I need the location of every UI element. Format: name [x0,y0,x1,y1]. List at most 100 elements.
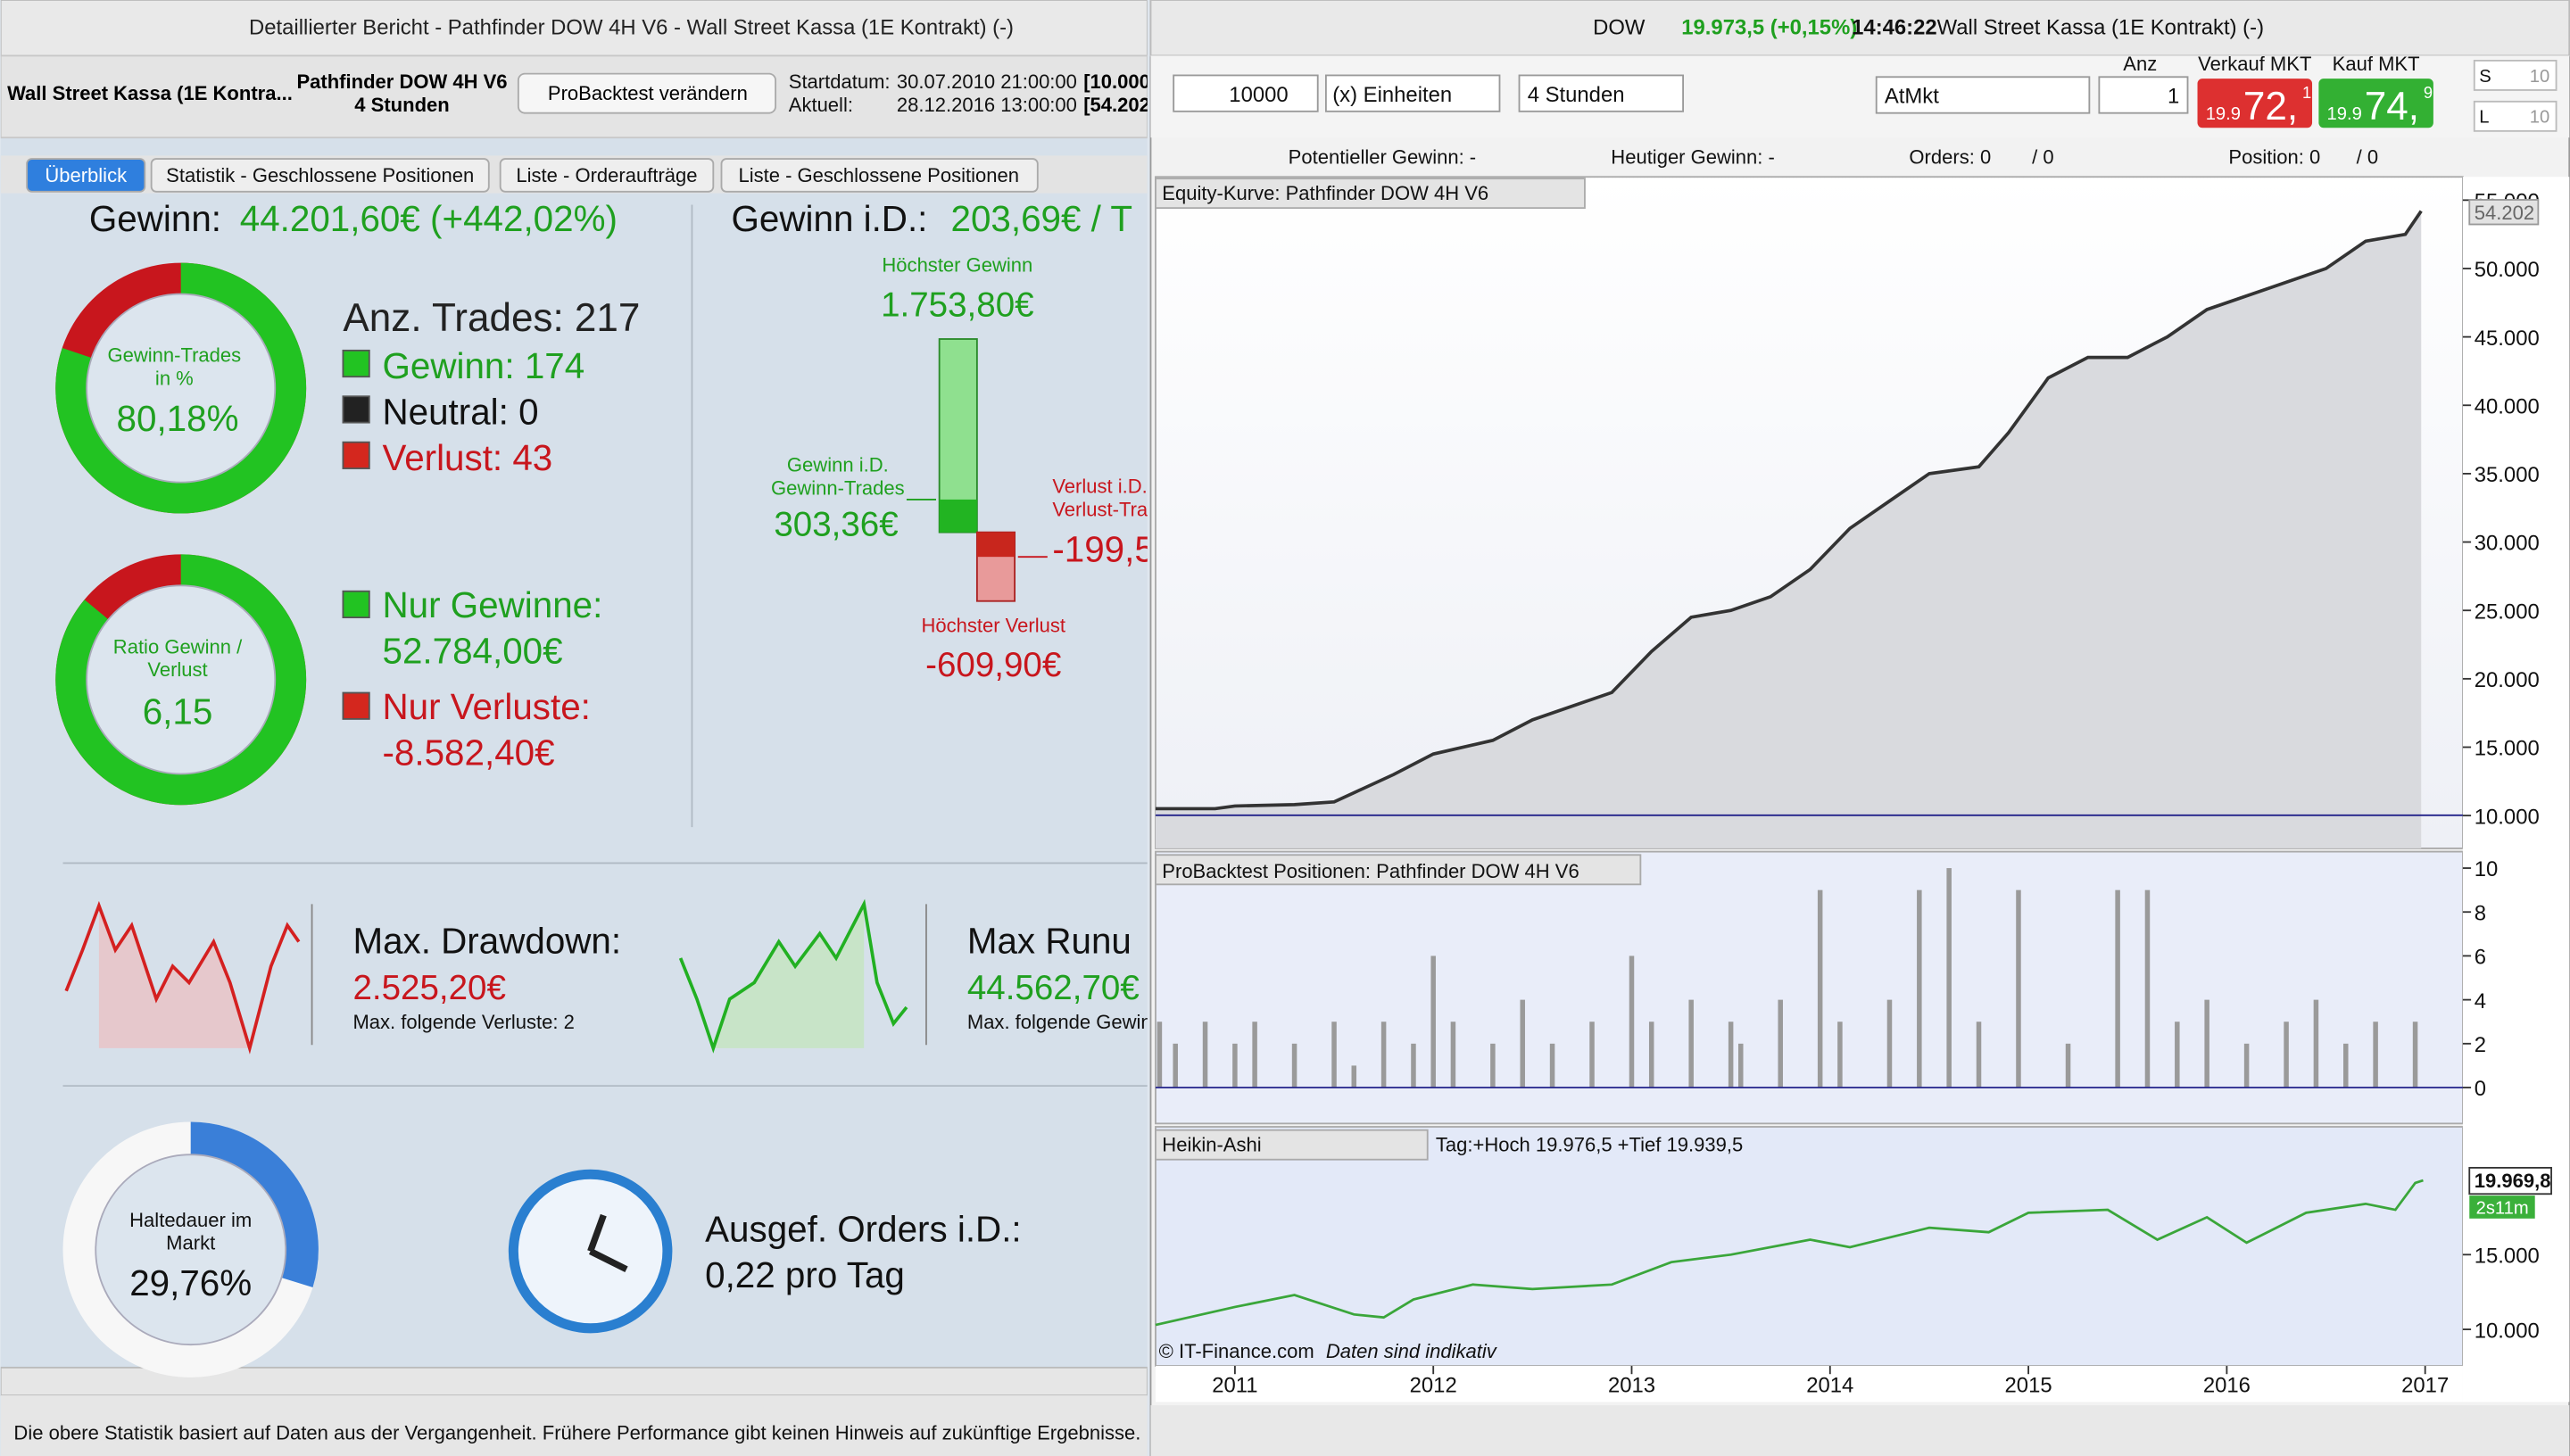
current-date: 28.12.2016 13:00:00 [897,94,1077,116]
buy[interactable]: 19.9 [2327,104,2362,124]
current-value: [54.202 [1083,94,1150,116]
position-bar [1232,1043,1238,1088]
button-bg [517,72,776,114]
label: in % [155,367,194,389]
neutral: Neutral: 0 [382,391,538,432]
tab[interactable]: Liste - Orderaufträge [516,164,697,186]
sell-label: Verkauf MKT [2198,53,2311,75]
series-line [1155,210,2423,811]
input [2473,60,2558,91]
position-bar [1202,1022,1208,1088]
select [1875,76,2091,114]
timeframe[interactable]: 4 Stunden [1528,83,1625,107]
position-bar [2204,999,2209,1088]
x-tick-label: 2016 [2203,1373,2251,1397]
position-bar [1411,1043,1416,1088]
sell[interactable]: 1 [2302,83,2311,102]
donut-hole [86,293,277,484]
tab[interactable]: Statistik - Geschlossene Positionen [166,164,474,186]
avg-loss-value: -199,5 [1052,529,1154,570]
legend-square [342,691,370,720]
donut-arc [55,262,307,514]
x-tick-label: 2013 [1608,1373,1655,1397]
runup-label: Max Runu [967,920,1132,961]
donut-hole [86,584,277,775]
anz[interactable]: 1 [2168,85,2179,109]
buy[interactable]: 9 [2424,83,2433,102]
donut-arc [62,1121,319,1377]
units[interactable]: (x) Einheiten [1332,83,1452,107]
input [2473,100,2558,132]
runup-sub: Max. folgende Gewin [967,1011,1152,1033]
position-bar [1430,956,1436,1088]
ha-panel [1155,1126,2464,1367]
panel-header [1155,178,1586,210]
avg-loss-bar [976,532,1016,558]
y-tick-label: 10 [2475,857,2499,881]
input [2098,76,2189,114]
equity-area [1155,211,2422,848]
position-bar [1629,956,1635,1088]
tab[interactable]: Überblick [45,164,128,186]
spark-line [678,898,908,1054]
drawdown-value: 2.525,20€ [352,969,506,1007]
y-tick-label: 40.000 [2475,394,2540,418]
position-bar [1252,1022,1257,1088]
qty[interactable]: 10000 [1229,83,1288,107]
label-box [2468,1166,2552,1195]
timeframe: 4 Stunden [354,94,449,116]
buy-label: Kauf MKT [2333,53,2420,75]
potential: Potentieller Gewinn: - [1289,146,1476,169]
position: Position: 0 [2228,146,2320,169]
drawdown-label: Max. Drawdown: [352,920,621,961]
position-bar [1450,1022,1456,1088]
bottom-toolbar [1150,1405,2570,1456]
avg-win-label: Gewinn-Trades [771,476,905,499]
y-tick-label: 20.000 [2475,668,2540,692]
panel-title: Equity-Kurve: Pathfinder DOW 4H V6 [1162,182,1488,204]
position-sep: / 0 [2357,146,2378,169]
copyright: © IT-Finance.com [1159,1340,1314,1362]
panel-title: ProBacktest Positionen: Pathfinder DOW 4… [1162,860,1579,882]
position-bar [2373,1022,2378,1088]
label-box [2468,199,2540,226]
order-type[interactable]: AtMkt [1885,85,1939,109]
sell[interactable]: 19.9 [2206,104,2241,124]
position-bar [1520,999,1525,1088]
sell[interactable]: 72, [2243,85,2298,128]
avg-win-value: 303,36€ [774,505,898,543]
x-tick-label: 2015 [2005,1373,2052,1397]
position-bar [1549,1043,1555,1088]
input [1173,74,1319,112]
position-bar [1738,1043,1744,1088]
x-tick-label: 2012 [1410,1373,1457,1397]
only-losses-value: -8.582,40€ [382,732,554,773]
orders-sep: / 0 [2032,146,2053,169]
note: Daten sind indikativ [1326,1340,1498,1362]
button[interactable]: ProBacktest verändern [548,82,748,104]
instrument: Wall Street Kassa (1E Kontra... [7,82,293,104]
y-tick-label: 0 [2475,1077,2486,1101]
tab-bg [499,158,715,193]
current-price-label: 19.969,8 [2475,1170,2551,1192]
footer: Die obere Statistik basiert auf Daten au… [13,1422,1140,1444]
y-tick-label: 15.000 [2475,1244,2540,1268]
label: Gewinn-Trades [108,344,242,367]
position-bar [1976,1022,1982,1088]
only-wins-value: 52.784,00€ [382,630,562,671]
s-value: 10 [2530,67,2549,87]
anz-label: Anz [2123,53,2157,75]
panel-title: Heikin-Ashi [1162,1134,1261,1156]
tab-bg [26,158,146,193]
tab-bg [720,158,1039,193]
position-bar [2343,1043,2349,1088]
x-tick-label: 2017 [2401,1373,2449,1397]
orders-label: Ausgef. Orders i.D.: [705,1209,1022,1250]
best-label: Höchster Gewinn [882,254,1032,277]
tab[interactable]: Liste - Geschlossene Positionen [738,164,1019,186]
position-bar [1173,1043,1178,1088]
donut-arc [55,554,307,806]
buy[interactable]: 74, [2365,85,2419,128]
l-label: L [2479,108,2489,128]
